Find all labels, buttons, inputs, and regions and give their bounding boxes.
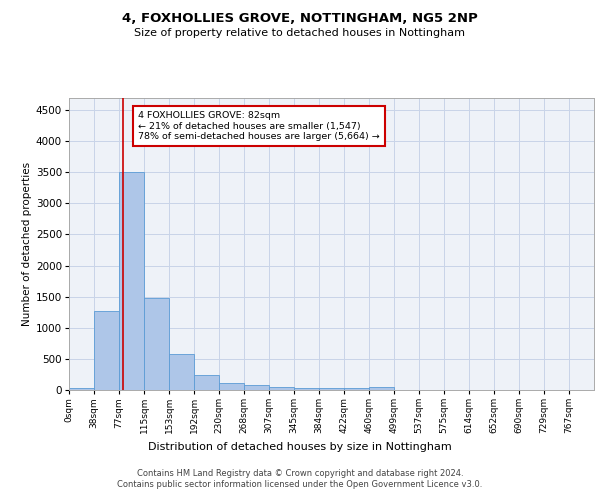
Bar	[319, 388, 344, 390]
Bar	[144, 298, 169, 390]
Bar	[244, 384, 269, 390]
Bar	[194, 375, 219, 390]
Bar	[369, 387, 394, 390]
Bar	[169, 354, 194, 390]
Bar	[69, 388, 94, 390]
Y-axis label: Number of detached properties: Number of detached properties	[22, 162, 32, 326]
Text: Size of property relative to detached houses in Nottingham: Size of property relative to detached ho…	[134, 28, 466, 38]
Bar	[269, 386, 294, 390]
Bar	[119, 172, 144, 390]
Text: 4, FOXHOLLIES GROVE, NOTTINGHAM, NG5 2NP: 4, FOXHOLLIES GROVE, NOTTINGHAM, NG5 2NP	[122, 12, 478, 26]
Bar	[94, 311, 119, 390]
Text: 4 FOXHOLLIES GROVE: 82sqm
← 21% of detached houses are smaller (1,547)
78% of se: 4 FOXHOLLIES GROVE: 82sqm ← 21% of detac…	[138, 111, 380, 141]
Text: Contains HM Land Registry data © Crown copyright and database right 2024.: Contains HM Land Registry data © Crown c…	[137, 469, 463, 478]
Text: Contains public sector information licensed under the Open Government Licence v3: Contains public sector information licen…	[118, 480, 482, 489]
Bar	[294, 388, 319, 390]
Bar	[219, 382, 244, 390]
Bar	[344, 388, 369, 390]
Text: Distribution of detached houses by size in Nottingham: Distribution of detached houses by size …	[148, 442, 452, 452]
